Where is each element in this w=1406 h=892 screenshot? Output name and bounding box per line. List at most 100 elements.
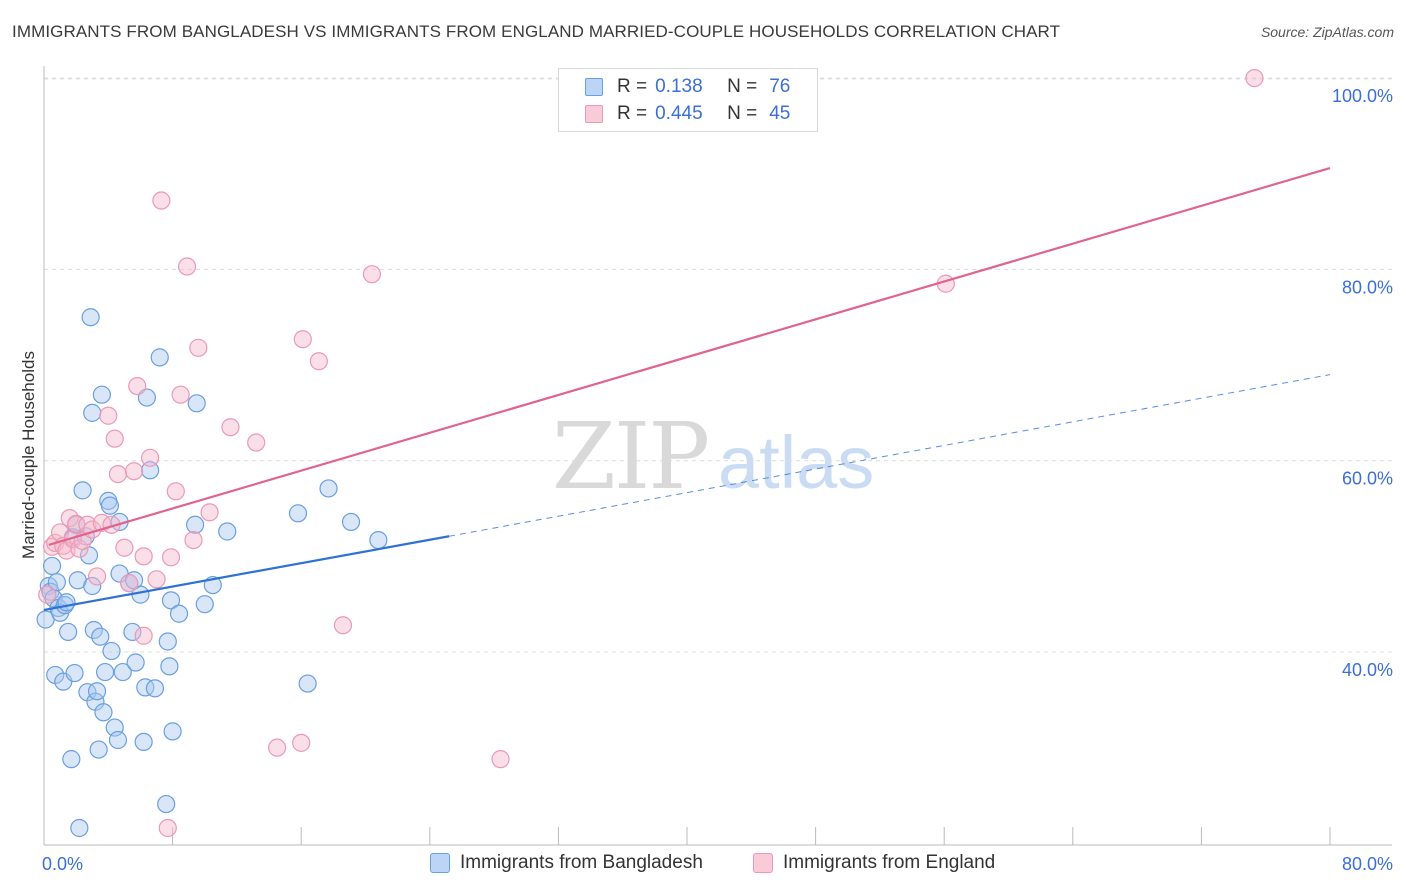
bangladesh-point: [169, 604, 189, 623]
bangladesh-point: [83, 403, 102, 422]
england-point: [120, 574, 139, 593]
bangladesh-point: [83, 576, 102, 596]
england-point: [128, 376, 147, 396]
bangladesh-point: [369, 530, 388, 550]
england-point: [184, 530, 203, 550]
bangladesh-point: [158, 632, 177, 651]
england-point: [99, 406, 118, 425]
bangladesh-point: [89, 740, 108, 759]
bangladesh-point: [47, 573, 66, 592]
bangladesh-point: [70, 818, 89, 838]
england-point: [134, 547, 153, 566]
bangladesh-legend-swatch: [430, 853, 450, 873]
england-trend-line: [48, 166, 1331, 546]
n-value-bangladesh: 76: [769, 76, 791, 97]
r-value-england: 0.445: [655, 103, 703, 124]
y-tick-label: 100.0%: [1332, 86, 1393, 106]
england-point: [200, 503, 219, 522]
bangladesh-point: [81, 308, 100, 327]
bangladesh-point: [94, 703, 113, 722]
r-label: R =: [617, 103, 648, 124]
bangladesh-trend-line: [43, 535, 450, 611]
y-tick-label: 40.0%: [1342, 660, 1393, 680]
bangladesh-point: [87, 682, 107, 701]
england-point: [158, 818, 177, 838]
england-swatch: [585, 105, 603, 123]
stats-row-bangladesh: R = 0.138 N = 76: [585, 74, 790, 100]
england-point: [115, 538, 134, 557]
bangladesh-point: [136, 678, 155, 697]
england-point: [147, 570, 166, 589]
bangladesh-point: [186, 515, 205, 534]
bangladesh-point: [187, 394, 206, 413]
n-label: N =: [727, 76, 758, 97]
bangladesh-point: [195, 595, 214, 614]
england-point: [1245, 68, 1264, 88]
x-tick-label: 80.0%: [1342, 854, 1393, 874]
bangladesh-point: [65, 663, 84, 683]
england-point: [293, 330, 312, 349]
england-point: [267, 738, 287, 757]
england-point: [362, 265, 382, 284]
legend-label-bangladesh: Immigrants from Bangladesh: [460, 852, 703, 873]
england-point: [177, 257, 197, 276]
england-point: [171, 385, 190, 404]
y-tick-label: 60.0%: [1342, 469, 1393, 489]
series-legend: Immigrants from Bangladesh Immigrants fr…: [0, 852, 1406, 878]
r-value-bangladesh: 0.138: [655, 76, 703, 97]
bangladesh-point: [298, 674, 317, 693]
bangladesh-point: [150, 348, 169, 367]
bangladesh-point: [42, 556, 62, 576]
bangladesh-point: [123, 622, 142, 642]
watermark-atlas: atlas: [718, 421, 874, 504]
x-tick-label: 0.0%: [42, 854, 83, 874]
england-point: [491, 750, 510, 769]
england-point: [87, 567, 107, 586]
bangladesh-point: [108, 730, 128, 750]
r-label: R =: [617, 76, 648, 97]
england-point: [333, 616, 353, 635]
england-point: [38, 585, 57, 604]
source-label: Source: ZipAtlas.com: [1260, 24, 1394, 40]
bangladesh-point: [92, 385, 111, 404]
bangladesh-point: [91, 627, 110, 646]
england-point: [124, 462, 144, 481]
bangladesh-point: [218, 522, 237, 541]
bangladesh-point: [160, 657, 179, 676]
england-point: [152, 191, 171, 210]
n-label: N =: [727, 103, 758, 124]
bangladesh-point: [161, 591, 181, 610]
stats-legend: R = 0.138 N = 76 R = 0.445 N = 45: [558, 68, 818, 132]
england-point: [166, 482, 185, 501]
bangladesh-point: [95, 662, 115, 682]
bangladesh-swatch: [585, 78, 603, 96]
england-point: [247, 433, 266, 452]
bangladesh-point: [134, 732, 153, 752]
stats-row-england: R = 0.445 N = 45: [585, 101, 790, 127]
bangladesh-point: [319, 479, 338, 498]
chart-title: IMMIGRANTS FROM BANGLADESH VS IMMIGRANTS…: [12, 22, 1061, 41]
bangladesh-point: [341, 512, 361, 532]
bangladesh-point: [113, 662, 132, 682]
bangladesh-point: [57, 593, 76, 612]
bangladesh-point: [100, 496, 120, 515]
england-point: [189, 338, 208, 357]
bangladesh-point: [140, 461, 160, 480]
england-point: [140, 448, 160, 467]
bangladesh-point: [163, 722, 182, 741]
england-point: [134, 626, 153, 645]
bangladesh-point: [157, 794, 176, 814]
watermark-zip: ZIP: [552, 403, 708, 510]
bangladesh-point: [73, 481, 92, 500]
bangladesh-point: [62, 750, 81, 769]
legend-item-bangladesh[interactable]: Immigrants from Bangladesh: [430, 852, 703, 874]
legend-item-england[interactable]: Immigrants from England: [753, 852, 995, 874]
england-legend-swatch: [753, 853, 773, 873]
england-point: [221, 418, 240, 437]
y-tick-label: 80.0%: [1342, 277, 1393, 297]
bangladesh-point: [59, 622, 78, 642]
england-point: [105, 429, 124, 448]
bangladesh-point: [288, 504, 308, 523]
england-point: [292, 733, 311, 752]
